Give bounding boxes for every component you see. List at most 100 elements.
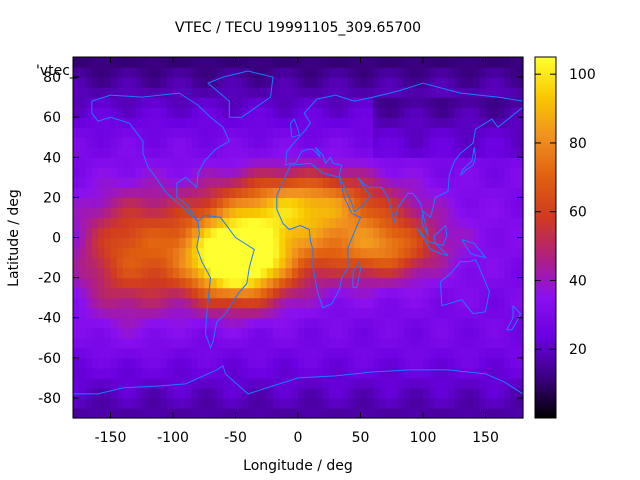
heatmap-cell xyxy=(73,367,80,379)
heatmap-cell xyxy=(141,207,149,219)
heatmap-cell xyxy=(266,227,274,239)
heatmap-cell xyxy=(135,217,143,229)
heatmap-cell xyxy=(510,257,518,269)
heatmap-cell xyxy=(335,227,343,239)
heatmap-cell xyxy=(423,157,430,168)
coastline-layer xyxy=(73,70,524,395)
heatmap-cell xyxy=(341,57,349,68)
heatmap-cell xyxy=(210,67,218,78)
heatmap-cell xyxy=(279,227,287,239)
heatmap-cell xyxy=(485,97,493,108)
heatmap-cell xyxy=(429,117,437,128)
heatmap-cell xyxy=(185,337,193,349)
y-tick-label: 40 xyxy=(43,150,61,166)
heatmap-cell xyxy=(391,87,399,98)
heatmap-cell xyxy=(360,197,368,209)
heatmap-cell xyxy=(279,307,287,319)
heatmap-cell xyxy=(341,107,349,118)
heatmap-cell xyxy=(123,187,130,198)
heatmap-cell xyxy=(285,127,293,138)
heatmap-cell xyxy=(85,247,93,259)
heatmap-cell xyxy=(360,377,368,389)
heatmap-cell xyxy=(385,327,393,339)
heatmap-cell xyxy=(235,227,243,239)
heatmap-cell xyxy=(410,247,418,259)
heatmap-cell xyxy=(129,87,137,98)
heatmap-cell xyxy=(335,147,343,158)
heatmap-cell xyxy=(260,287,268,299)
heatmap-cell xyxy=(116,157,124,168)
heatmap-cell xyxy=(285,277,293,289)
heatmap-cell xyxy=(110,247,118,259)
heatmap-cell xyxy=(310,277,318,289)
heatmap-cell xyxy=(273,147,280,158)
heatmap-cell xyxy=(466,317,474,329)
heatmap-cell xyxy=(98,377,105,389)
heatmap-cell xyxy=(391,327,399,339)
heatmap-cell xyxy=(166,367,174,379)
heatmap-cell xyxy=(285,257,293,269)
heatmap-cell xyxy=(410,277,418,289)
heatmap-cell xyxy=(154,77,162,88)
heatmap-cell xyxy=(373,307,380,319)
heatmap-cell xyxy=(310,377,318,389)
heatmap-cell xyxy=(454,317,462,329)
heatmap-cell xyxy=(366,267,374,279)
heatmap-cell xyxy=(229,387,237,399)
heatmap-cell xyxy=(191,107,199,118)
heatmap-cell xyxy=(141,227,149,239)
heatmap-cell xyxy=(135,107,143,118)
heatmap-cell xyxy=(385,377,393,389)
heatmap-cell xyxy=(229,397,237,409)
heatmap-cell xyxy=(210,337,218,349)
heatmap-cell xyxy=(323,147,330,158)
heatmap-cell xyxy=(385,317,393,329)
heatmap-cell xyxy=(485,117,493,128)
heatmap-cell xyxy=(454,307,462,319)
heatmap-cell xyxy=(285,97,293,108)
heatmap-cell xyxy=(335,357,343,369)
coastline-borneo xyxy=(433,224,448,247)
heatmap-cell xyxy=(454,67,462,78)
heatmap-cell xyxy=(229,267,237,279)
heatmap-cell xyxy=(498,187,505,198)
heatmap-cell xyxy=(504,307,512,319)
heatmap-cell xyxy=(191,367,199,379)
heatmap-cell xyxy=(110,107,118,118)
heatmap-cell xyxy=(235,377,243,389)
heatmap-cell xyxy=(123,407,130,419)
heatmap-cell xyxy=(429,207,437,219)
heatmap-cell xyxy=(366,187,374,198)
heatmap-cell xyxy=(504,387,512,399)
heatmap-cell xyxy=(391,97,399,108)
heatmap-cell xyxy=(248,247,255,259)
heatmap-cell xyxy=(404,157,412,168)
heatmap-cell xyxy=(279,337,287,349)
heatmap-cell xyxy=(398,267,405,279)
heatmap-cell xyxy=(79,327,87,339)
heatmap-cell xyxy=(116,307,124,319)
heatmap-cell xyxy=(98,277,105,289)
heatmap-cell xyxy=(110,357,118,369)
heatmap-cell xyxy=(110,117,118,128)
heatmap-cell xyxy=(323,57,330,68)
heatmap-cell xyxy=(429,377,437,389)
heatmap-cell xyxy=(204,77,212,88)
heatmap-cell xyxy=(279,167,287,178)
heatmap-cell xyxy=(273,327,280,339)
heatmap-cell xyxy=(460,377,468,389)
heatmap-cell xyxy=(179,317,187,329)
heatmap-cell xyxy=(429,257,437,269)
heatmap-cell xyxy=(348,267,355,279)
heatmap-cell xyxy=(373,197,380,209)
heatmap-cell xyxy=(398,287,405,299)
heatmap-cell xyxy=(135,267,143,279)
coastline-north-america xyxy=(91,92,230,222)
heatmap-cell xyxy=(91,117,99,128)
heatmap-cell xyxy=(360,57,368,68)
heatmap-cell xyxy=(198,397,205,409)
heatmap-cell xyxy=(154,397,162,409)
heatmap-cell xyxy=(291,307,299,319)
y-tick-label: 20 xyxy=(43,190,61,206)
heatmap-cell xyxy=(510,267,518,279)
